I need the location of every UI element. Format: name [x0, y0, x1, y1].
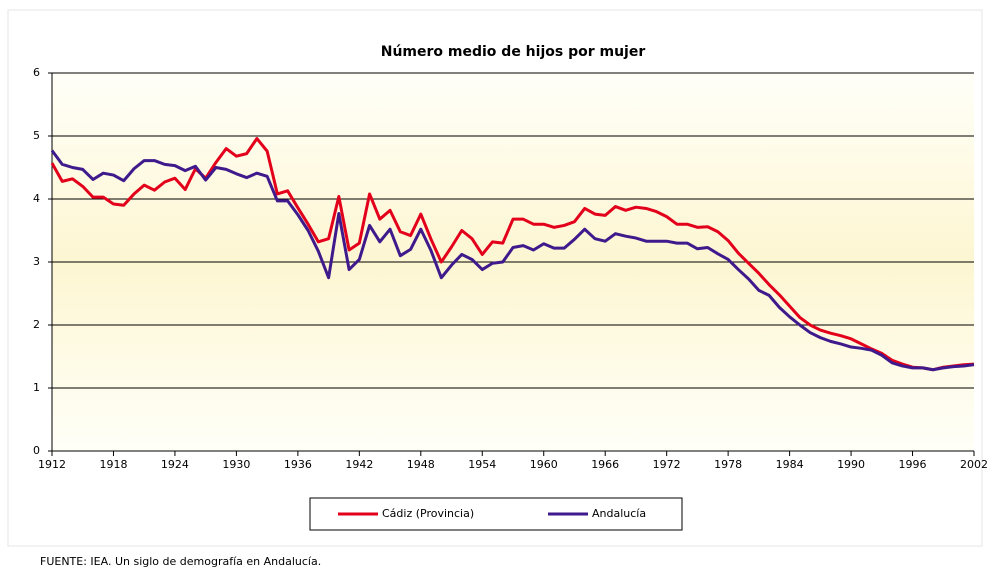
x-tick-label: 1912: [38, 458, 66, 471]
x-tick-label: 1996: [899, 458, 927, 471]
x-tick-label: 1984: [776, 458, 804, 471]
footer: FUENTE: IEA. Un siglo de demografía en A…: [40, 555, 321, 568]
y-tick-label: 4: [33, 192, 40, 205]
x-tick-label: 1960: [530, 458, 558, 471]
x-tick-label: 1942: [345, 458, 373, 471]
x-tick-label: 1954: [468, 458, 496, 471]
x-tick-label: 1948: [407, 458, 435, 471]
x-tick-label: 1936: [284, 458, 312, 471]
y-tick-label: 1: [33, 381, 40, 394]
x-tick-label: 1918: [99, 458, 127, 471]
y-tick-label: 5: [33, 129, 40, 142]
data-line: [50, 149, 975, 372]
x-tick-label: 1924: [161, 458, 189, 471]
x-tick-label: 1990: [837, 458, 865, 471]
x-tick-label: 1972: [653, 458, 681, 471]
x-tick-label: 1930: [222, 458, 250, 471]
y-tick-label: 3: [33, 255, 40, 268]
y-tick-label: 0: [33, 444, 40, 457]
legend-label: Cádiz (Provincia): [382, 507, 474, 520]
legend-label: Andalucía: [592, 507, 646, 520]
x-tick-label: 1966: [591, 458, 619, 471]
x-tick-label: 2002: [960, 458, 988, 471]
x-tick-label: 1978: [714, 458, 742, 471]
chart-title: Número medio de hijos por mujer: [381, 44, 646, 60]
y-tick-label: 2: [33, 318, 40, 331]
y-tick-label: 6: [33, 66, 40, 79]
